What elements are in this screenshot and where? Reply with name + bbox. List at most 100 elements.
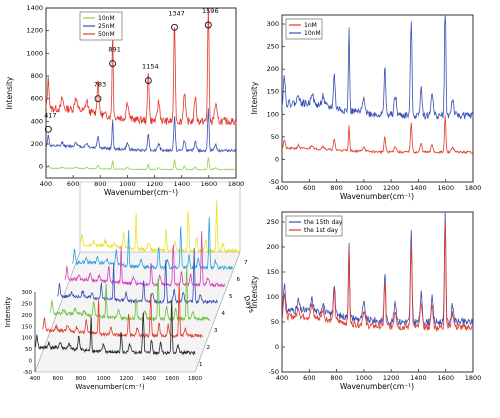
x-tick-label: 1400: [173, 180, 190, 188]
peak-marker: [44, 125, 52, 133]
x-tick-label: 1600: [437, 184, 454, 192]
series-line: [281, 14, 474, 120]
peak-label: 1596: [202, 7, 219, 15]
waterfall-series-line: [49, 265, 211, 322]
legend-box: [285, 18, 323, 40]
y-tick-label: 100: [267, 110, 279, 118]
y-tick-label: 200: [267, 243, 279, 251]
x-tick-label: 1400: [410, 184, 427, 192]
axis-ticks-d: 400 600 800 1000 1200 1400 1600 1800 -50 0 50 100 15…: [267, 218, 482, 382]
peak-marker: [109, 60, 117, 67]
x-tick-label: 1200: [119, 376, 133, 382]
z-tick-label: 6: [237, 277, 241, 283]
x-tick-label: 400: [40, 180, 52, 188]
y-tick-label: -50: [23, 370, 32, 376]
x-tick-label: 400: [276, 184, 288, 192]
y-axis-label-a: Intensity: [5, 76, 14, 109]
series-group-a: [45, 7, 237, 171]
y-tick-label: 250: [267, 43, 279, 51]
y-tick-label: 150: [267, 88, 279, 96]
x-tick-label: 1000: [356, 184, 373, 192]
z-tick-label: 7: [244, 260, 248, 266]
y-tick-label: 250: [22, 301, 33, 307]
y-tick-label: 1200: [26, 27, 43, 35]
series-group-d: [281, 211, 474, 333]
x-axis-label-d: Wavenumber(cm⁻¹): [340, 382, 414, 391]
plot-frame-d: [281, 211, 474, 373]
z-tick-label: 2: [207, 345, 211, 351]
y-tick-label: 800: [31, 72, 43, 80]
chart-panel-a: 400 600 800 1000 1200 1400 1600 1800 0 200 400 600 8…: [5, 4, 244, 197]
waterfall-series-line: [57, 248, 218, 305]
y-tick-label: 400: [31, 117, 43, 125]
peak-label: 1347: [168, 9, 185, 17]
y-tick-label: -50: [268, 368, 279, 376]
y-tick-label: 1400: [26, 4, 43, 12]
x-axis-label-c: Wavenumber(cm⁻¹): [75, 383, 144, 391]
x-tick-label: 1800: [188, 376, 202, 382]
x-axis-label-b: Wavenumber(cm⁻¹): [340, 192, 414, 201]
x-tick-label: 1000: [97, 376, 111, 382]
y-tick-label: 200: [22, 313, 33, 319]
axis-ticks-b: 400 600 800 1000 1200 1400 1600 1800 -50 0 50 100 15…: [267, 20, 482, 192]
legend-entry: 50nM: [98, 31, 115, 38]
peak-marker: [171, 23, 178, 31]
x-tick-label: 600: [53, 376, 64, 382]
peak-label: 783: [94, 81, 106, 89]
y-axis-label-c: Intensity: [4, 297, 12, 327]
y-tick-label: 0: [29, 359, 33, 365]
axis-ticks-c: 400 600 800 1000 1200 1400 1600 1800-5005010015…: [22, 260, 249, 382]
chart-panel-d: 400 600 800 1000 1200 1400 1600 1800 -50 0 50 100 15…: [250, 211, 482, 391]
x-tick-label: 1600: [165, 376, 179, 382]
y-tick-label: 150: [22, 324, 33, 330]
x-tick-label: 600: [303, 184, 315, 192]
plot-frame-a: [45, 7, 237, 179]
x-tick-label: 1000: [119, 180, 136, 188]
chart-panel-c: 400 600 800 1000 1200 1400 1600 1800-5005010015…: [4, 181, 256, 391]
y-tick-label: 100: [267, 293, 279, 301]
series-line: [45, 7, 237, 126]
y-tick-label: -50: [268, 178, 279, 186]
x-tick-label: 1600: [437, 374, 454, 382]
peak-label: 1154: [142, 63, 159, 71]
peak-marker: [204, 21, 212, 29]
series-line: [45, 157, 237, 171]
x-tick-label: 1200: [383, 374, 400, 382]
waterfall-series-line: [64, 230, 225, 288]
x-tick-label: 1800: [465, 374, 482, 382]
plot-frame-b: [281, 14, 474, 183]
axis-ticks-a: 400 600 800 1000 1200 1400 1600 1800 0 200 400 600 8…: [26, 4, 244, 188]
x-axis-label-a: Wavenumber(cm⁻¹): [104, 188, 178, 197]
x-tick-label: 600: [67, 180, 79, 188]
y-axis-label-d: Intensity: [250, 275, 259, 308]
y-tick-label: 50: [271, 318, 279, 326]
legend-entry: the 15th day: [304, 219, 343, 226]
x-tick-label: 400: [30, 376, 41, 382]
x-tick-label: 800: [330, 184, 342, 192]
x-tick-label: 1200: [383, 184, 400, 192]
waterfall-series-line: [72, 217, 233, 271]
z-tick-label: 4: [222, 311, 226, 317]
y-tick-label: 0: [275, 155, 279, 163]
x-tick-label: 600: [303, 374, 315, 382]
y-tick-label: 300: [267, 20, 279, 28]
z-tick-label: 5: [229, 294, 233, 300]
series-line: [281, 211, 474, 327]
chart-panel-b: 400 600 800 1000 1200 1400 1600 1800 -50 0 50 100 15…: [250, 14, 482, 201]
waterfall-series-line: [79, 199, 241, 254]
x-tick-label: 1800: [465, 184, 482, 192]
y-tick-label: 200: [31, 140, 43, 148]
x-tick-label: 1200: [146, 180, 163, 188]
y-tick-label: 200: [267, 65, 279, 73]
peak-marker: [94, 95, 102, 103]
y-tick-label: 250: [267, 218, 279, 226]
series-line: [45, 108, 237, 154]
x-tick-label: 800: [75, 376, 86, 382]
legend-entry: the 1st day: [304, 227, 338, 234]
z-tick-label: 3: [214, 328, 218, 334]
legend-entry: 25nM: [98, 23, 115, 30]
series-group-b: [281, 14, 474, 155]
series-group-c: [34, 199, 241, 356]
y-axis-label-b: Intensity: [250, 81, 259, 114]
